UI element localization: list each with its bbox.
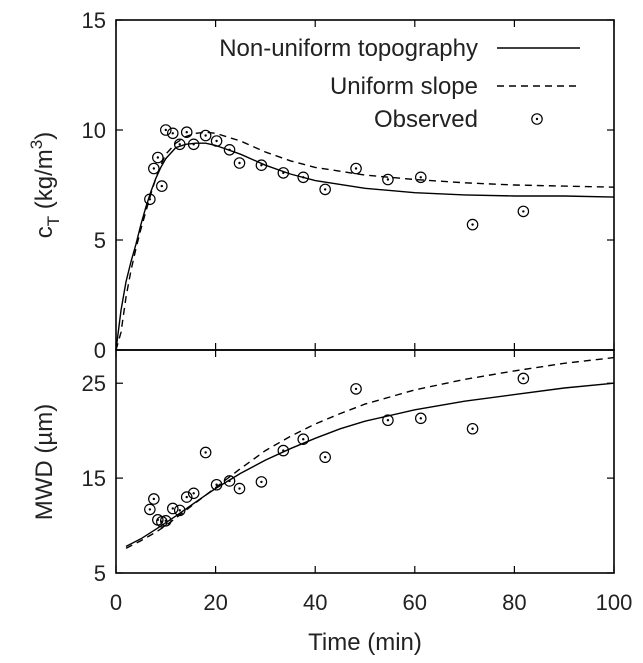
top-series-dashed (115, 131, 615, 351)
bottom-observed-point (517, 372, 530, 385)
bottom-series-solid (125, 382, 615, 548)
bottom-observed-point (180, 491, 193, 503)
xtick-label: 0 (110, 590, 122, 615)
top-observed-point (144, 193, 156, 206)
top-ytick-label: 15 (82, 8, 106, 33)
top-y-axis-title: cT (kg/m3) (27, 132, 63, 239)
top-observed-point (166, 127, 179, 140)
bottom-panel-observed-points (144, 372, 530, 528)
top-observed-point (414, 171, 427, 184)
bottom-observed-point (319, 451, 331, 464)
top-ytick-label: 10 (82, 118, 106, 143)
bottom-observed-point (148, 493, 160, 505)
top-y-axis-title-sup: 3 (27, 140, 46, 149)
top-observed-point (297, 171, 310, 184)
top-observed-point (199, 129, 212, 142)
bottom-y-axis-title: MWD (µm) (31, 404, 58, 520)
top-observed-point (173, 138, 186, 151)
top-y-axis-title-unit: (kg/m (31, 149, 58, 216)
top-panel-observed-points (144, 124, 530, 231)
top-series-solid (115, 142, 615, 351)
bottom-observed-point (210, 478, 223, 491)
bottom-observed-point (466, 422, 479, 435)
top-y-axis-title-main: c (31, 226, 58, 238)
top-ytick-label: 0 (94, 338, 106, 363)
xtick-label: 100 (596, 590, 633, 615)
top-observed-point (277, 167, 290, 179)
top-ytick-label: 5 (94, 228, 106, 253)
top-observed-point (180, 126, 193, 138)
bottom-ytick-label: 15 (82, 466, 106, 491)
top-observed-point (255, 159, 268, 171)
bottom-observed-point (223, 475, 236, 487)
top-observed-point (233, 157, 246, 169)
top-observed-point (187, 138, 200, 151)
bottom-observed-point (160, 515, 172, 527)
top-observed-point (156, 180, 168, 192)
bottom-ytick-label: 5 (94, 561, 106, 586)
legend: Non-uniform topography Uniform slope Obs… (219, 35, 580, 133)
bottom-observed-point (233, 482, 246, 495)
top-y-axis-title-sub: T (44, 216, 63, 226)
top-observed-point (517, 205, 530, 218)
top-y-axis-title-close: ) (31, 132, 58, 140)
bottom-observed-point (166, 502, 179, 515)
xtick-label: 60 (403, 590, 427, 615)
top-observed-point (223, 144, 236, 156)
xtick-label: 40 (303, 590, 327, 615)
bottom-observed-point (350, 383, 362, 395)
bottom-series-dashed (125, 356, 615, 549)
xtick-label: 80 (502, 590, 526, 615)
top-observed-point (350, 162, 362, 175)
xtick-label: 20 (203, 590, 227, 615)
bottom-panel-frame (115, 349, 615, 574)
bottom-observed-point (187, 487, 200, 500)
legend-label-uniform: Uniform slope (330, 73, 478, 100)
top-observed-point (466, 218, 479, 231)
top-observed-point (160, 124, 172, 136)
top-observed-point (319, 183, 331, 196)
top-observed-point (382, 173, 394, 186)
top-observed-point (152, 151, 164, 164)
bottom-panel-ticks: 5 15 25 0 20 40 60 80 100 (82, 350, 633, 615)
bottom-observed-point (255, 476, 268, 488)
bottom-observed-point (144, 503, 156, 516)
legend-label-observed: Observed (374, 106, 478, 133)
bottom-observed-point (199, 446, 212, 459)
top-observed-point (148, 162, 160, 175)
bottom-observed-point (297, 433, 310, 445)
bottom-observed-point (414, 412, 427, 425)
bottom-observed-point (277, 444, 290, 457)
x-axis-title: Time (min) (308, 629, 422, 656)
top-panel-series (115, 131, 615, 351)
top-observed-point (210, 135, 223, 147)
bottom-observed-point (173, 504, 186, 517)
legend-swatch-observed (531, 113, 543, 125)
top-panel-ticks: 0 5 10 15 (82, 8, 615, 363)
bottom-ytick-label: 25 (82, 371, 106, 396)
legend-label-nonuniform: Non-uniform topography (219, 35, 478, 62)
bottom-panel-series (125, 356, 615, 549)
bottom-observed-point (382, 414, 394, 427)
